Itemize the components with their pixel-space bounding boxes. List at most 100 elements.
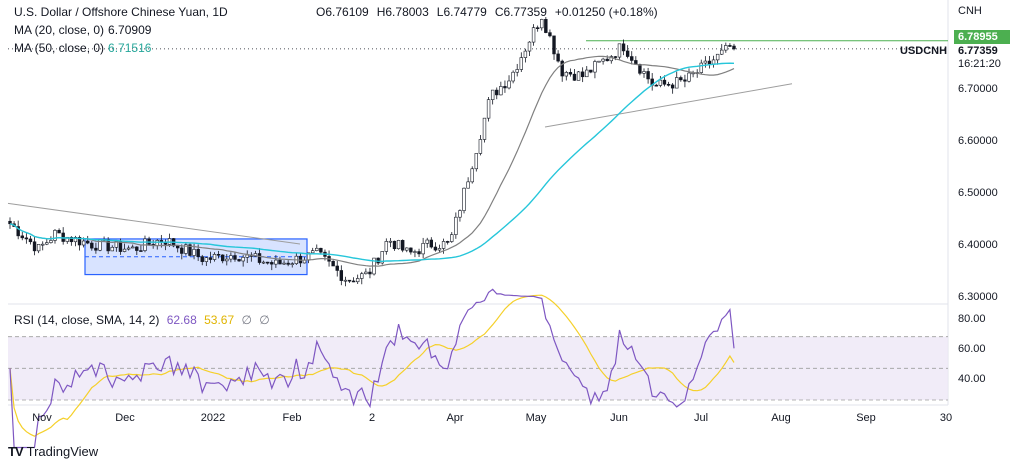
candle-body [347, 279, 352, 282]
candle-body [642, 71, 646, 74]
brand-name: TradingView [26, 444, 99, 459]
candle-body [646, 71, 650, 80]
candle-body [384, 241, 389, 252]
candle-body [278, 259, 282, 265]
candle-body [552, 35, 556, 55]
candle-body [613, 56, 618, 58]
price-tick: 6.30000 [958, 291, 998, 303]
price-tick: 6.50000 [958, 187, 998, 199]
legend-ma20: MA (20, close, 0) 6.70909 [14, 23, 152, 37]
candle-body [450, 234, 454, 242]
candle-body [265, 261, 270, 264]
time-tick: Jun [610, 412, 628, 424]
currency-label: CNH [958, 5, 982, 17]
candle-body [335, 265, 339, 271]
candle-body [155, 240, 159, 247]
candle-body [45, 242, 49, 245]
candle-body [458, 210, 462, 218]
candle-body [364, 271, 368, 275]
candle-body [81, 240, 86, 246]
candle-body [286, 262, 290, 265]
candle-body [658, 79, 663, 86]
candle-body [331, 260, 335, 267]
candle-body [360, 273, 364, 279]
time-tick: Dec [115, 412, 135, 424]
symbol-label: USDCNH [900, 45, 948, 57]
legend-rsi: RSI (14, close, SMA, 14, 2) 62.68 53.67 … [14, 313, 270, 327]
candle-body [122, 248, 127, 252]
candle-body [601, 58, 605, 62]
candle-body [585, 69, 589, 78]
candle-body [503, 86, 507, 89]
ascending-trendline [544, 83, 793, 128]
candle-body [564, 72, 568, 77]
candle-body [662, 79, 667, 85]
candle-body [221, 254, 225, 262]
candle-body [86, 240, 90, 244]
candle-body [605, 58, 609, 62]
candle-body [630, 56, 634, 61]
time-tick: May [525, 412, 547, 424]
candle-body [351, 280, 356, 283]
candle-body [24, 237, 29, 240]
candle-body [625, 50, 630, 57]
candle-body [196, 249, 200, 257]
candle-body [380, 251, 384, 264]
time-tick: 2 [368, 412, 376, 424]
candle-body [405, 247, 409, 251]
time-tick: Aug [771, 412, 791, 424]
time-tick: Feb [282, 412, 302, 424]
tradingview-brand[interactable]: TV TradingView [8, 444, 98, 459]
candle-body [28, 238, 33, 243]
candle-body [540, 19, 544, 29]
candle-body [429, 239, 434, 248]
candle-body [274, 259, 278, 265]
candle-body [511, 71, 515, 82]
candle-body [724, 45, 728, 51]
candle-body [355, 278, 360, 283]
candle-body [470, 168, 474, 183]
candle-body [417, 251, 421, 255]
candle-body [425, 239, 429, 244]
candle-body [184, 244, 188, 254]
candle-body [126, 247, 131, 250]
time-tick: Sep [856, 412, 876, 424]
candle-body [36, 244, 41, 252]
candle-body [675, 77, 679, 89]
candle-body [69, 236, 74, 243]
candle-body [560, 60, 564, 77]
candle-body [270, 262, 274, 265]
candle-body [282, 262, 286, 265]
candle-body [495, 89, 499, 96]
candle-body [437, 248, 442, 251]
candle-body [433, 246, 438, 251]
candle-body [257, 253, 262, 263]
candle-body [568, 72, 573, 75]
candle-body [388, 240, 393, 243]
candle-body [200, 256, 204, 262]
candle-body [482, 117, 487, 140]
candle-body [20, 235, 24, 239]
candle-body [621, 43, 626, 52]
candle-body [699, 62, 703, 73]
candle-body [241, 257, 245, 262]
candle-body [515, 69, 519, 73]
candle-body [576, 71, 581, 81]
candle-body [261, 261, 266, 264]
candle-body [204, 257, 209, 262]
candle-body [638, 64, 642, 74]
candle-body [720, 49, 724, 55]
consolidation-box [84, 238, 308, 276]
candle-body [208, 257, 213, 260]
candle-body [135, 246, 139, 251]
candle-body [176, 245, 180, 249]
rsi-line [9, 288, 735, 449]
tradingview-logo-icon: TV [8, 444, 24, 459]
candle-body [32, 241, 37, 252]
candle-body [49, 240, 53, 243]
candle-body [413, 251, 417, 253]
candle-body [245, 254, 249, 258]
candle-body [732, 45, 736, 50]
candle-body [131, 246, 135, 249]
